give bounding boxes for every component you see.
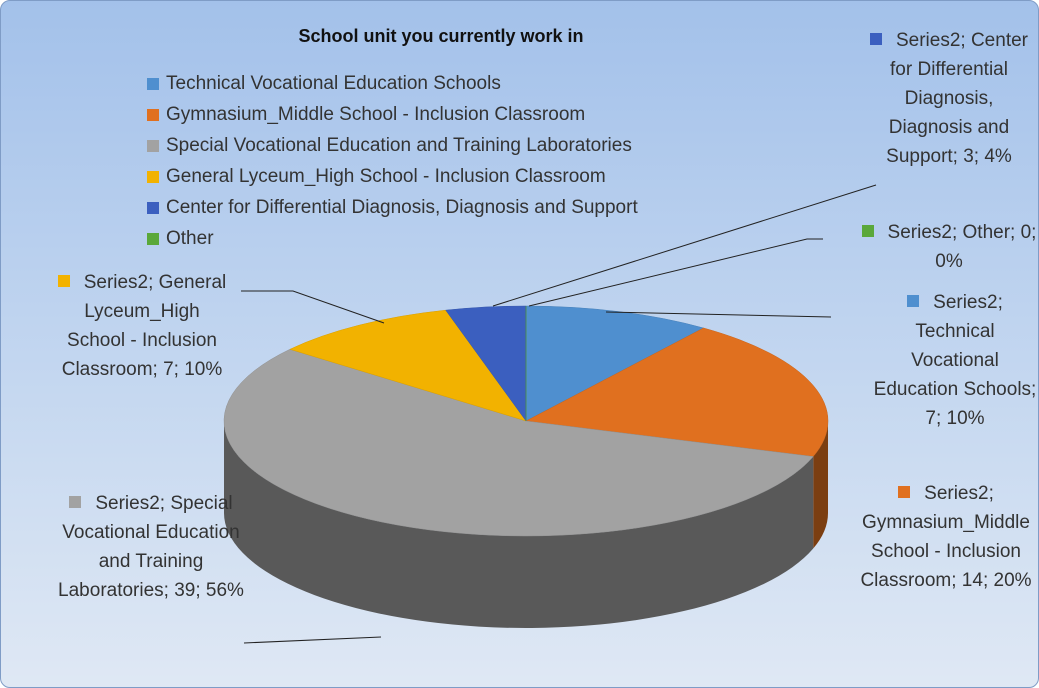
data-label-text: Series2; Technical Vocational Education … bbox=[873, 292, 1037, 429]
slice bbox=[525, 305, 705, 422]
data-label-text: Series2; Center for Differential Diagnos… bbox=[886, 30, 1028, 167]
legend-swatch bbox=[147, 233, 159, 245]
data-label: Series2; Special Vocational Education an… bbox=[53, 489, 249, 605]
legend-label: Center for Differential Diagnosis, Diagn… bbox=[166, 197, 638, 218]
data-label-text: Series2; Special Vocational Education an… bbox=[58, 493, 244, 601]
legend-swatch bbox=[147, 140, 159, 152]
chart-title: School unit you currently work in bbox=[298, 26, 583, 46]
data-label-text: Series2; Gymnasium_Middle School - Inclu… bbox=[860, 483, 1032, 591]
legend-label: General Lyceum_High School - Inclusion C… bbox=[166, 166, 606, 187]
label-swatch bbox=[869, 33, 882, 45]
data-label: Series2; Other; 0; 0% bbox=[851, 218, 1038, 276]
label-swatch bbox=[57, 275, 70, 287]
legend-label: Gymnasium_Middle School - Inclusion Clas… bbox=[166, 104, 585, 125]
legend-label: Other bbox=[166, 228, 214, 249]
label-swatch bbox=[907, 295, 920, 307]
data-label: Series2; Technical Vocational Education … bbox=[869, 288, 1038, 433]
slice bbox=[223, 349, 814, 537]
slice-side bbox=[813, 421, 828, 549]
legend-swatch bbox=[147, 171, 159, 183]
label-swatch bbox=[69, 496, 82, 508]
slice-side bbox=[224, 421, 814, 628]
leader-line bbox=[243, 636, 382, 644]
legend-swatch bbox=[147, 109, 159, 121]
data-label: Series2; Center for Differential Diagnos… bbox=[863, 26, 1035, 171]
slice bbox=[525, 327, 829, 457]
legend-swatch bbox=[147, 202, 159, 214]
legend-swatch bbox=[147, 78, 159, 90]
leader-line bbox=[528, 238, 823, 307]
data-label: Series2; Gymnasium_Middle School - Inclu… bbox=[851, 479, 1038, 595]
legend-label: Special Vocational Education and Trainin… bbox=[166, 135, 632, 156]
data-label-text: Series2; Other; 0; 0% bbox=[887, 222, 1037, 272]
leader-line bbox=[605, 311, 832, 318]
legend-label: Technical Vocational Education Schools bbox=[166, 73, 501, 94]
data-label: Series2; General Lyceum_High School - In… bbox=[53, 268, 231, 384]
leader-line bbox=[492, 184, 877, 307]
slice bbox=[289, 309, 527, 422]
label-swatch bbox=[861, 225, 874, 237]
label-swatch bbox=[898, 486, 911, 498]
leader-line bbox=[241, 290, 385, 324]
data-label-text: Series2; General Lyceum_High School - In… bbox=[61, 272, 227, 380]
